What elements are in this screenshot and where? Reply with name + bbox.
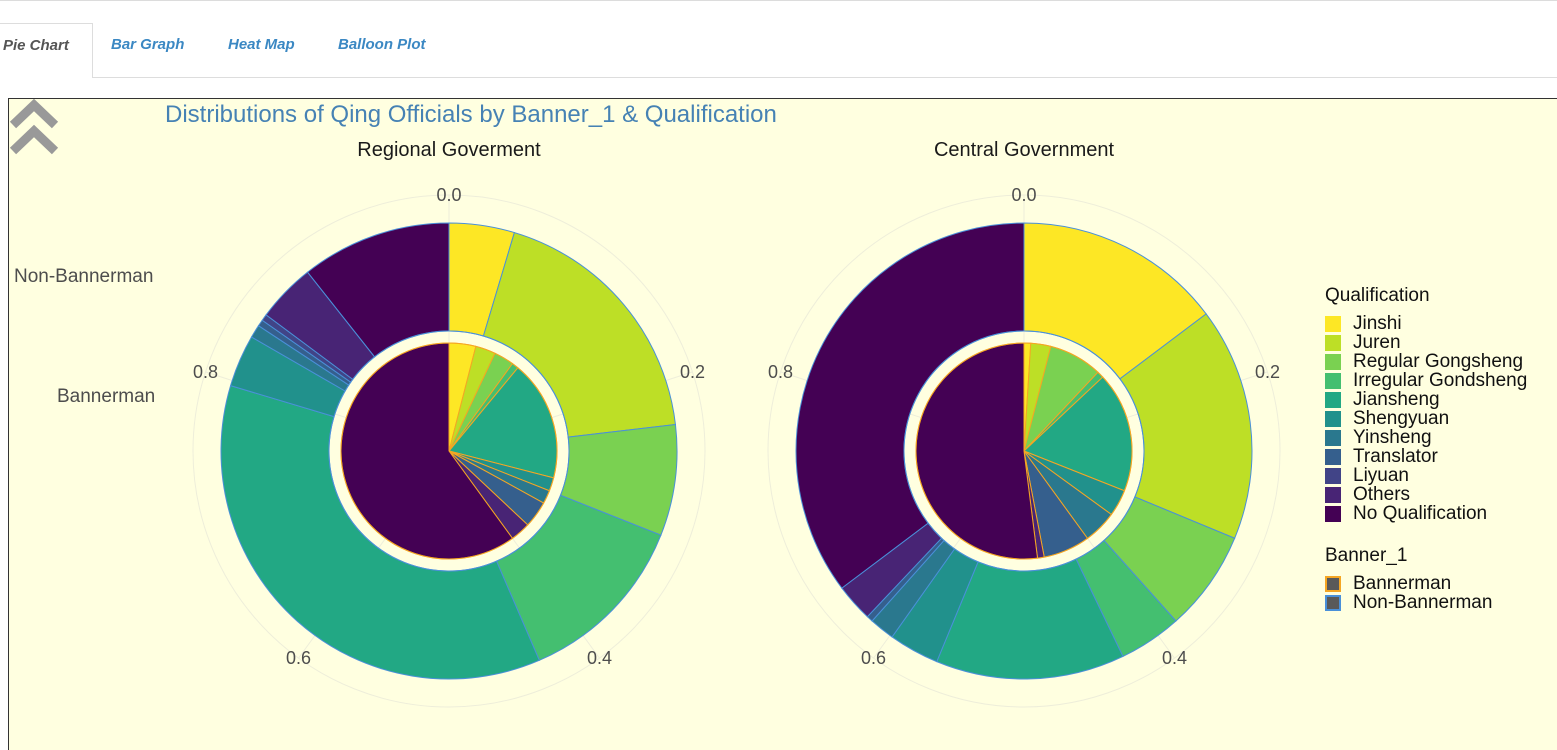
tick-label: 0.0 bbox=[1011, 185, 1036, 205]
tick-label: 0.4 bbox=[587, 648, 612, 668]
tick-label: 0.2 bbox=[1255, 362, 1280, 382]
ring-outline bbox=[903, 330, 1145, 572]
scroll-to-top-icon[interactable] bbox=[9, 99, 59, 159]
pie-slice-no-qualification bbox=[915, 342, 1039, 560]
legend-key bbox=[1325, 429, 1341, 446]
legend-key bbox=[1325, 315, 1341, 332]
tick-label: 0.0 bbox=[436, 185, 461, 205]
legend-label: Liyuan bbox=[1353, 465, 1409, 486]
legend-key-bannerman bbox=[1325, 575, 1341, 592]
legend-label: Bannerman bbox=[1353, 573, 1452, 594]
legend-label: Jiansheng bbox=[1353, 389, 1440, 410]
legend-key bbox=[1325, 334, 1341, 351]
legend-qualification-list: Jinshi Juren Regular Gongsheng Irregular Go… bbox=[1325, 314, 1527, 523]
legend-item-irregular-gondsheng: Irregular Gondsheng bbox=[1325, 371, 1527, 390]
ring-outline bbox=[328, 330, 570, 572]
ring-outline bbox=[340, 342, 558, 560]
legend-item-liyuan: Liyuan bbox=[1325, 466, 1527, 485]
tab-bar-graph[interactable]: Bar Graph bbox=[111, 36, 185, 53]
legend-key bbox=[1325, 372, 1341, 389]
legend-label: Non-Bannerman bbox=[1353, 592, 1493, 613]
legend-item-no-qualification: No Qualification bbox=[1325, 504, 1527, 523]
ring-outline bbox=[915, 342, 1133, 560]
legend-label: Others bbox=[1353, 484, 1411, 505]
legend-item-bannerman: Bannerman bbox=[1325, 574, 1527, 593]
ring-label-inner: Bannerman bbox=[57, 386, 156, 407]
legend-title-qualification: Qualification bbox=[1325, 285, 1430, 306]
tick-label: 0.6 bbox=[861, 648, 886, 668]
legend-item-regular-gongsheng: Regular Gongsheng bbox=[1325, 352, 1527, 371]
legend-item-translator: Translator bbox=[1325, 447, 1527, 466]
legend-key bbox=[1325, 448, 1341, 465]
legend: Qualification Jinshi Juren Regular Gongshe… bbox=[1325, 285, 1527, 612]
legend-key bbox=[1325, 410, 1341, 427]
legend-label: Juren bbox=[1353, 332, 1401, 353]
legend-label: Regular Gongsheng bbox=[1353, 351, 1524, 372]
tick-label: 0.2 bbox=[680, 362, 705, 382]
ring-label-outer: Non-Bannerman bbox=[14, 266, 154, 287]
tab-bar: Pie Chart Bar Graph Heat Map Balloon Plo… bbox=[0, 0, 1557, 78]
legend-key-non-bannerman bbox=[1325, 594, 1341, 611]
legend-item-shengyuan: Shengyuan bbox=[1325, 409, 1527, 428]
chart-panel: Distributions of Qing Officials by Banne… bbox=[8, 98, 1557, 750]
legend-key bbox=[1325, 391, 1341, 408]
panel-title: Central Government bbox=[934, 139, 1115, 161]
legend-item-non-bannerman: Non-Bannerman bbox=[1325, 593, 1527, 612]
legend-label: Translator bbox=[1353, 446, 1438, 467]
tab-heat-map[interactable]: Heat Map bbox=[228, 36, 295, 53]
legend-key bbox=[1325, 505, 1341, 522]
pie-chart-svg: Regional Goverment 0.0 0.2 0.4 0.6 0.8 Central… bbox=[192, 139, 1281, 708]
tick-label: 0.8 bbox=[768, 362, 793, 382]
legend-label: Yinsheng bbox=[1353, 427, 1432, 448]
legend-key bbox=[1325, 467, 1341, 484]
legend-key bbox=[1325, 353, 1341, 370]
tick-label: 0.8 bbox=[193, 362, 218, 382]
panel-title: Regional Goverment bbox=[357, 139, 541, 161]
chart-title: Distributions of Qing Officials by Banne… bbox=[165, 101, 777, 128]
tab-balloon-plot[interactable]: Balloon Plot bbox=[338, 36, 426, 53]
legend-label: No Qualification bbox=[1353, 503, 1488, 524]
legend-item-yinsheng: Yinsheng bbox=[1325, 428, 1527, 447]
legend-item-jinshi: Jinshi bbox=[1325, 314, 1527, 333]
legend-item-others: Others bbox=[1325, 485, 1527, 504]
tick-label: 0.6 bbox=[286, 648, 311, 668]
legend-item-juren: Juren bbox=[1325, 333, 1527, 352]
legend-label: Irregular Gondsheng bbox=[1353, 370, 1528, 391]
tab-pie-chart[interactable]: Pie Chart bbox=[0, 23, 93, 78]
legend-item-jiansheng: Jiansheng bbox=[1325, 390, 1527, 409]
tick-label: 0.4 bbox=[1162, 648, 1187, 668]
legend-label: Shengyuan bbox=[1353, 408, 1450, 429]
legend-label: Jinshi bbox=[1353, 313, 1402, 334]
legend-key bbox=[1325, 486, 1341, 503]
legend-title-banner: Banner_1 bbox=[1325, 545, 1408, 566]
